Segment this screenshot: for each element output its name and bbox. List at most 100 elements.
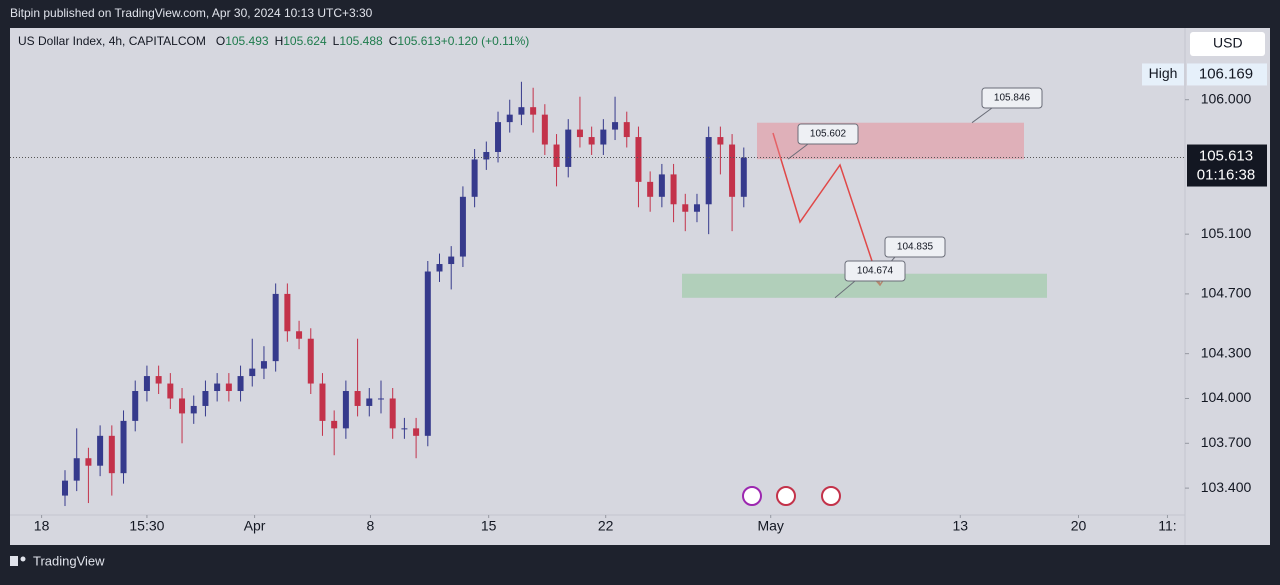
- candle-body: [120, 420, 127, 474]
- candle-body: [155, 376, 162, 384]
- ohlc-label: H: [275, 34, 284, 48]
- ohlc-label: O: [216, 34, 225, 48]
- candle-body: [97, 435, 104, 466]
- candle-body: [354, 391, 361, 406]
- candle-body: [214, 383, 221, 392]
- callout-label: 105.846: [994, 93, 1031, 104]
- brand-text: TradingView: [33, 553, 105, 568]
- candle-body: [693, 204, 700, 212]
- currency: USD: [1213, 35, 1243, 51]
- candle-body: [366, 398, 373, 406]
- candle-body: [143, 376, 150, 392]
- callout-box: [884, 236, 946, 258]
- high-box: [1142, 63, 1184, 86]
- x-tick-label: 20: [1071, 518, 1087, 534]
- candle-body: [331, 420, 338, 429]
- y-tick-label: 104.700: [1201, 285, 1252, 301]
- x-tick-label: 8: [367, 518, 375, 534]
- candle-body: [612, 122, 619, 130]
- ohlc-label: L: [333, 34, 340, 48]
- event-icons: [742, 486, 841, 506]
- ohlc-value: 105.613: [397, 34, 441, 48]
- candle-body: [249, 368, 256, 377]
- ohlc-value: +0.120 (+0.11%): [441, 34, 530, 48]
- candle-body: [73, 458, 80, 481]
- ohlc-label: C: [389, 34, 398, 48]
- candle-body: [647, 181, 654, 197]
- candle-body: [682, 204, 689, 212]
- candle-body: [740, 157, 747, 197]
- callout-box: [981, 87, 1043, 109]
- symbol: US Dollar Index, 4h, CAPITALCOM: [18, 34, 206, 48]
- y-tick-label: 106.000: [1201, 90, 1252, 106]
- x-tick-label: 22: [598, 518, 614, 534]
- candle-body: [225, 383, 232, 392]
- currency-box[interactable]: [1190, 32, 1265, 56]
- high-value-box: [1187, 63, 1267, 86]
- candle-body: [319, 383, 326, 421]
- y-tick-label: 104.000: [1201, 389, 1252, 405]
- candle-body: [588, 137, 595, 145]
- candle-body: [377, 398, 384, 400]
- candle-body: [342, 391, 349, 429]
- candle-body: [530, 107, 537, 115]
- price-zone: [757, 122, 1024, 160]
- candle-body: [553, 144, 560, 167]
- candle-body: [167, 383, 174, 399]
- candle-body: [190, 405, 197, 414]
- candle-body: [272, 293, 279, 362]
- candle-body: [307, 338, 314, 384]
- last-price-box: [1187, 144, 1267, 187]
- callout-pointer: [971, 107, 993, 124]
- symbol-legend: US Dollar Index, 4h, CAPITALCOM O105.493 H…: [18, 34, 529, 48]
- candle-body: [658, 174, 665, 197]
- candle-body: [729, 144, 736, 197]
- candle-body: [424, 271, 431, 436]
- candle-body: [179, 398, 186, 414]
- candle-body: [600, 129, 607, 145]
- projection-path: [772, 132, 881, 286]
- brand-logo: TradingView: [10, 553, 105, 568]
- candle-body: [565, 129, 572, 167]
- candle-body: [717, 137, 724, 145]
- candle-body: [296, 331, 303, 339]
- x-tick-label: 15: [481, 518, 497, 534]
- candle-body: [506, 114, 513, 123]
- candle-body: [518, 107, 525, 115]
- candle-body: [436, 264, 443, 272]
- y-tick-label: 103.400: [1201, 479, 1252, 495]
- candle-body: [132, 391, 139, 421]
- callout-pointer: [787, 143, 809, 160]
- x-tick-label: May: [757, 518, 783, 534]
- last-price: 105.613: [1199, 147, 1253, 164]
- candle-body: [202, 391, 209, 406]
- candle-body: [483, 151, 490, 160]
- ohlc-value: 105.488: [339, 34, 383, 48]
- candle-body: [541, 114, 548, 145]
- candle-body: [459, 196, 466, 257]
- logo-mark: [10, 556, 18, 566]
- candle-body: [576, 129, 583, 138]
- candle-body: [237, 376, 244, 392]
- candle-body: [670, 174, 677, 205]
- y-tick-label: 104.300: [1201, 344, 1252, 360]
- candle-body: [85, 458, 92, 466]
- flag-icon: [776, 486, 796, 506]
- callout-label: 104.674: [857, 266, 894, 277]
- x-tick-label: 15:30: [129, 518, 164, 534]
- y-tick-label: 105.100: [1201, 225, 1252, 241]
- y-tick-label: 103.700: [1201, 434, 1252, 450]
- x-tick-label: 13: [953, 518, 969, 534]
- publisher-line: Bitpin published on TradingView.com, Apr…: [10, 6, 373, 20]
- chart-panel: [10, 28, 1270, 545]
- x-tick-label: 11:: [1158, 518, 1176, 534]
- candle-body: [471, 159, 478, 197]
- ohlc-value: 105.493: [225, 34, 269, 48]
- countdown: 01:16:38: [1197, 166, 1255, 183]
- candle-body: [401, 428, 408, 430]
- candle-body: [705, 137, 712, 205]
- callout-label: 104.835: [897, 242, 934, 253]
- candle-body: [623, 122, 630, 138]
